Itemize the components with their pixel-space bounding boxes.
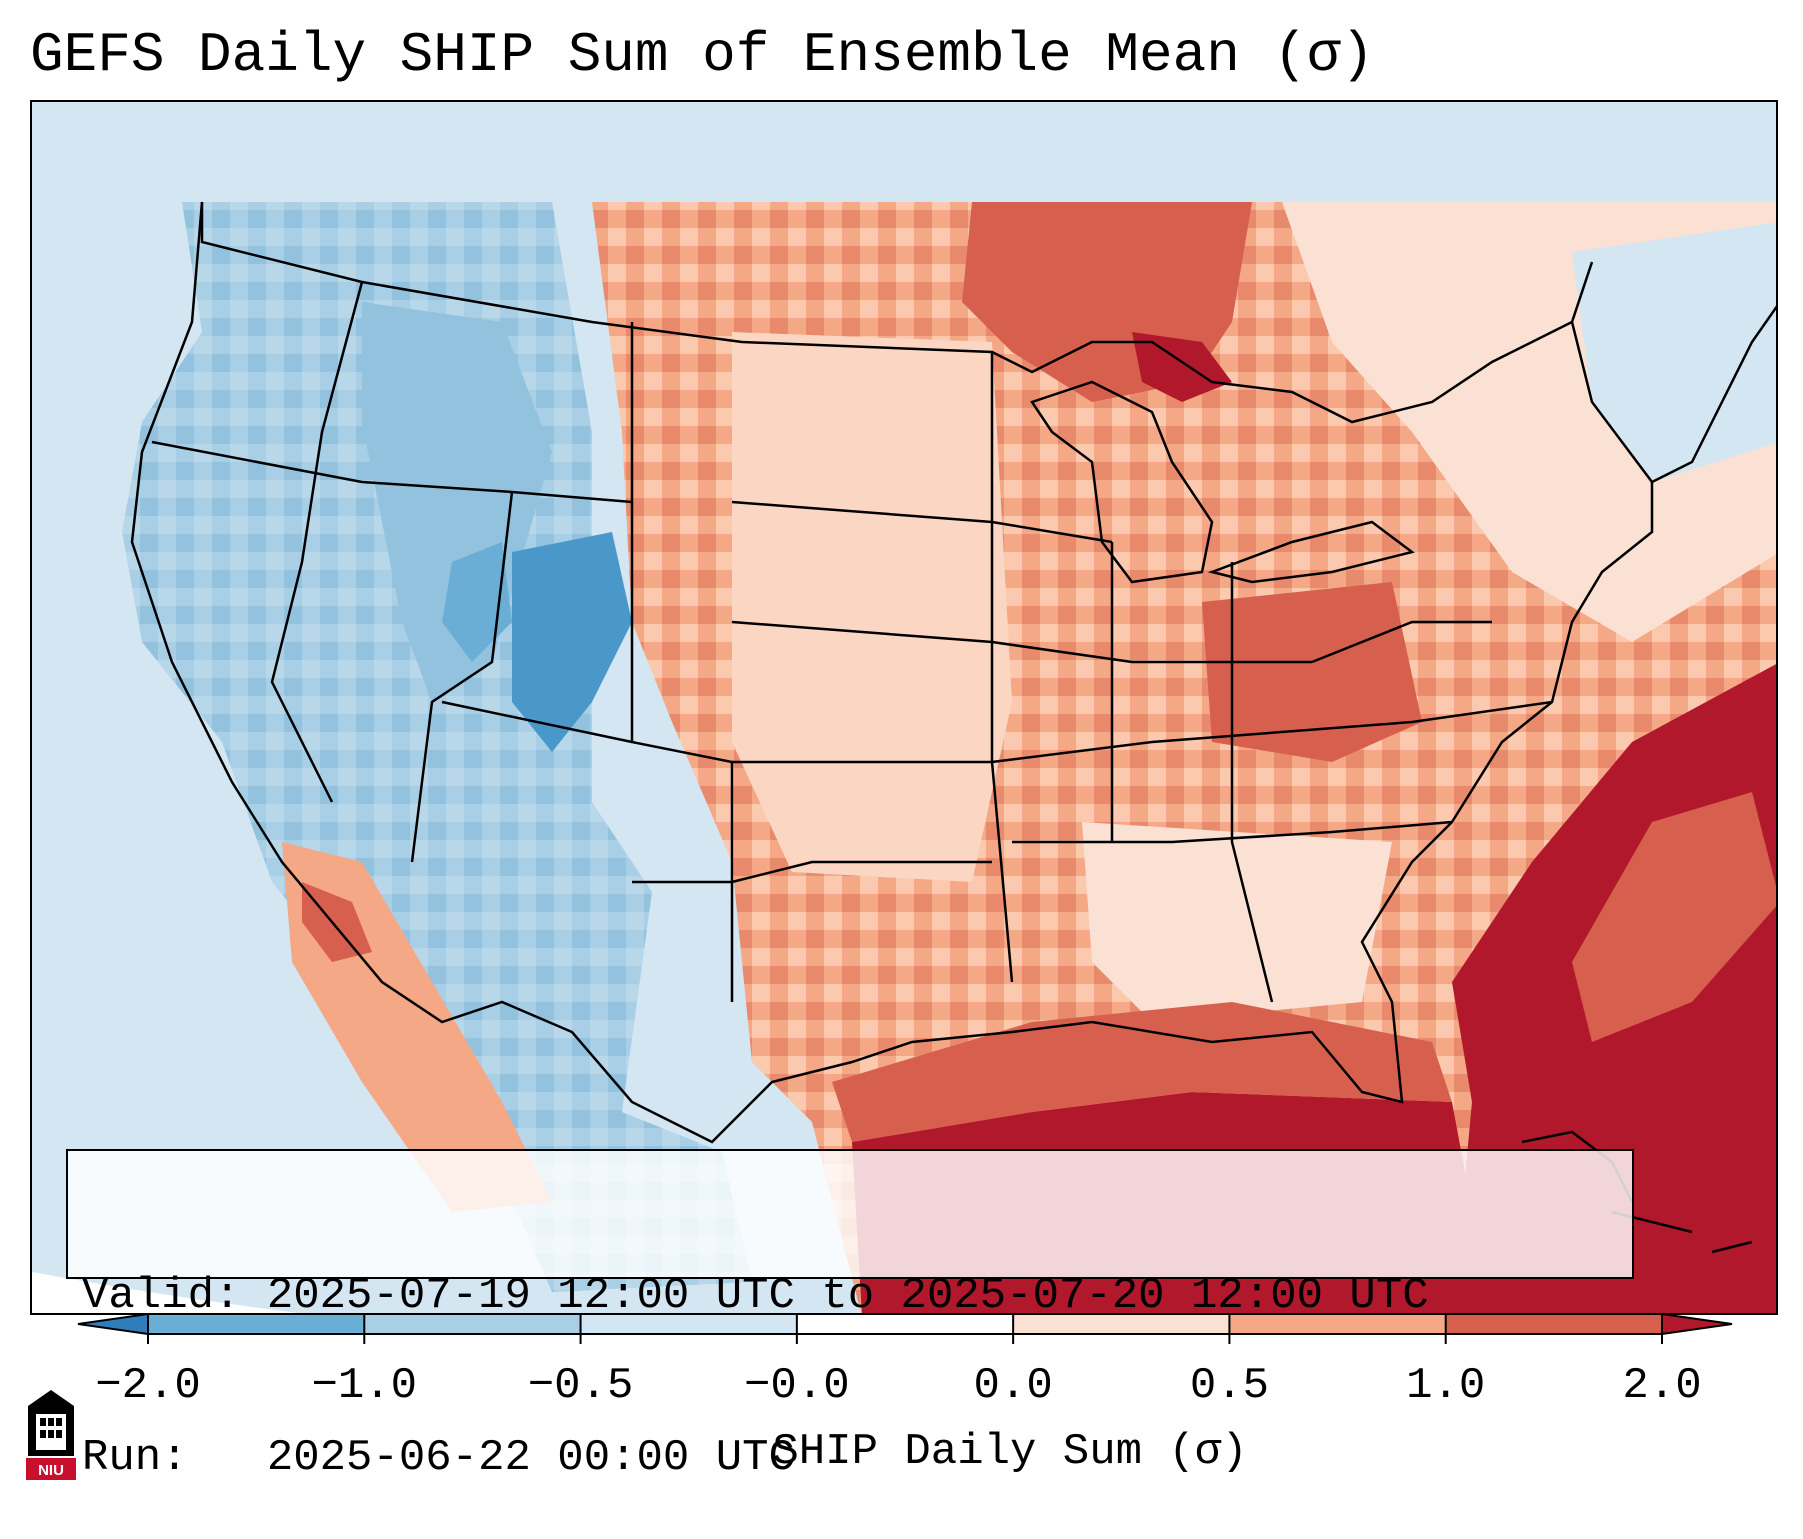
state-line-14 xyxy=(441,700,633,744)
ohio-valley-red xyxy=(1202,582,1422,762)
niu-logo: NIU xyxy=(26,1390,76,1480)
run-row: Run: 2025-06-22 00:00 UTC xyxy=(82,1431,1618,1485)
chart-title: GEFS Daily SHIP Sum of Ensemble Mean (σ) xyxy=(30,23,1375,87)
southeast-light-region xyxy=(1082,822,1392,1022)
colorbar-tick-label: 0.5 xyxy=(1189,1361,1270,1411)
colorbar-tick-label: −0.5 xyxy=(527,1361,634,1411)
lake-erie-shore xyxy=(1207,520,1415,584)
colorbar-segment xyxy=(580,1314,797,1334)
colorbar-ticks xyxy=(147,1314,1663,1344)
run-label: Run: xyxy=(82,1433,188,1483)
valid-value: 2025-07-19 12:00 UTC to 2025-07-20 12:00… xyxy=(266,1271,1429,1321)
state-line-8 xyxy=(731,620,1312,664)
state-line-2 xyxy=(270,281,364,803)
colorbar-tick-label: 0.0 xyxy=(973,1361,1053,1411)
plains-light-warm xyxy=(732,332,1012,882)
canada-border xyxy=(200,202,1594,424)
map-svg xyxy=(32,102,1776,1313)
colorbar-tick-label: −2.0 xyxy=(95,1361,201,1411)
colorbar-tick-label: 1.0 xyxy=(1406,1361,1486,1411)
state-line-1 xyxy=(151,440,633,504)
colorbar-label: SHIP Daily Sum (σ) xyxy=(772,1427,1248,1477)
great-lakes-shore xyxy=(1030,380,1214,584)
colorbar-tick-label: −0.0 xyxy=(744,1361,850,1411)
state-line-12 xyxy=(632,860,992,884)
lake-superior-dark xyxy=(1132,332,1232,402)
colorbar-segment xyxy=(148,1314,365,1334)
colorbar-extend-low xyxy=(78,1314,148,1334)
colorbar-segment xyxy=(1229,1314,1446,1334)
colorbar-segments xyxy=(77,1313,1733,1335)
valid-label: Valid: xyxy=(82,1271,241,1321)
logo-text: NIU xyxy=(38,1462,64,1479)
state-line-5 xyxy=(732,700,1553,764)
state-line-4 xyxy=(410,491,514,863)
baja-red xyxy=(302,882,372,962)
valid-run-info-box: Valid: 2025-07-19 12:00 UTC to 2025-07-2… xyxy=(66,1149,1634,1483)
state-line-11 xyxy=(1230,562,1274,1003)
colorbar-tick-label: −1.0 xyxy=(311,1361,418,1411)
map-panel xyxy=(30,100,1778,1315)
state-line-9 xyxy=(1012,820,1453,844)
colorbar xyxy=(77,1313,1733,1344)
boundaries xyxy=(130,201,1776,1144)
state-line-15 xyxy=(1570,321,1653,483)
state-line-13 xyxy=(1311,620,1492,664)
atlantic-inner-warm xyxy=(1572,792,1776,1042)
colorbar-segment xyxy=(796,1314,1014,1334)
colorbar-segment xyxy=(1445,1314,1662,1334)
state-line-7 xyxy=(731,500,1113,544)
run-value: 2025-06-22 00:00 UTC xyxy=(266,1433,795,1483)
new-england-blue xyxy=(1572,222,1776,482)
colorbar-tick-label: 2.0 xyxy=(1622,1361,1702,1411)
us-outline xyxy=(130,201,1776,1144)
gulf-mid-red xyxy=(832,1002,1452,1142)
colorbar-segment xyxy=(1013,1314,1230,1334)
rockies-dark-blue xyxy=(512,532,632,752)
west-blue-region xyxy=(122,202,752,1292)
state-line-6 xyxy=(990,352,1014,983)
colorbar-segment xyxy=(364,1314,581,1334)
colorbar-extend-high xyxy=(1662,1314,1732,1334)
valid-row: Valid: 2025-07-19 12:00 UTC to 2025-07-2… xyxy=(82,1269,1618,1323)
